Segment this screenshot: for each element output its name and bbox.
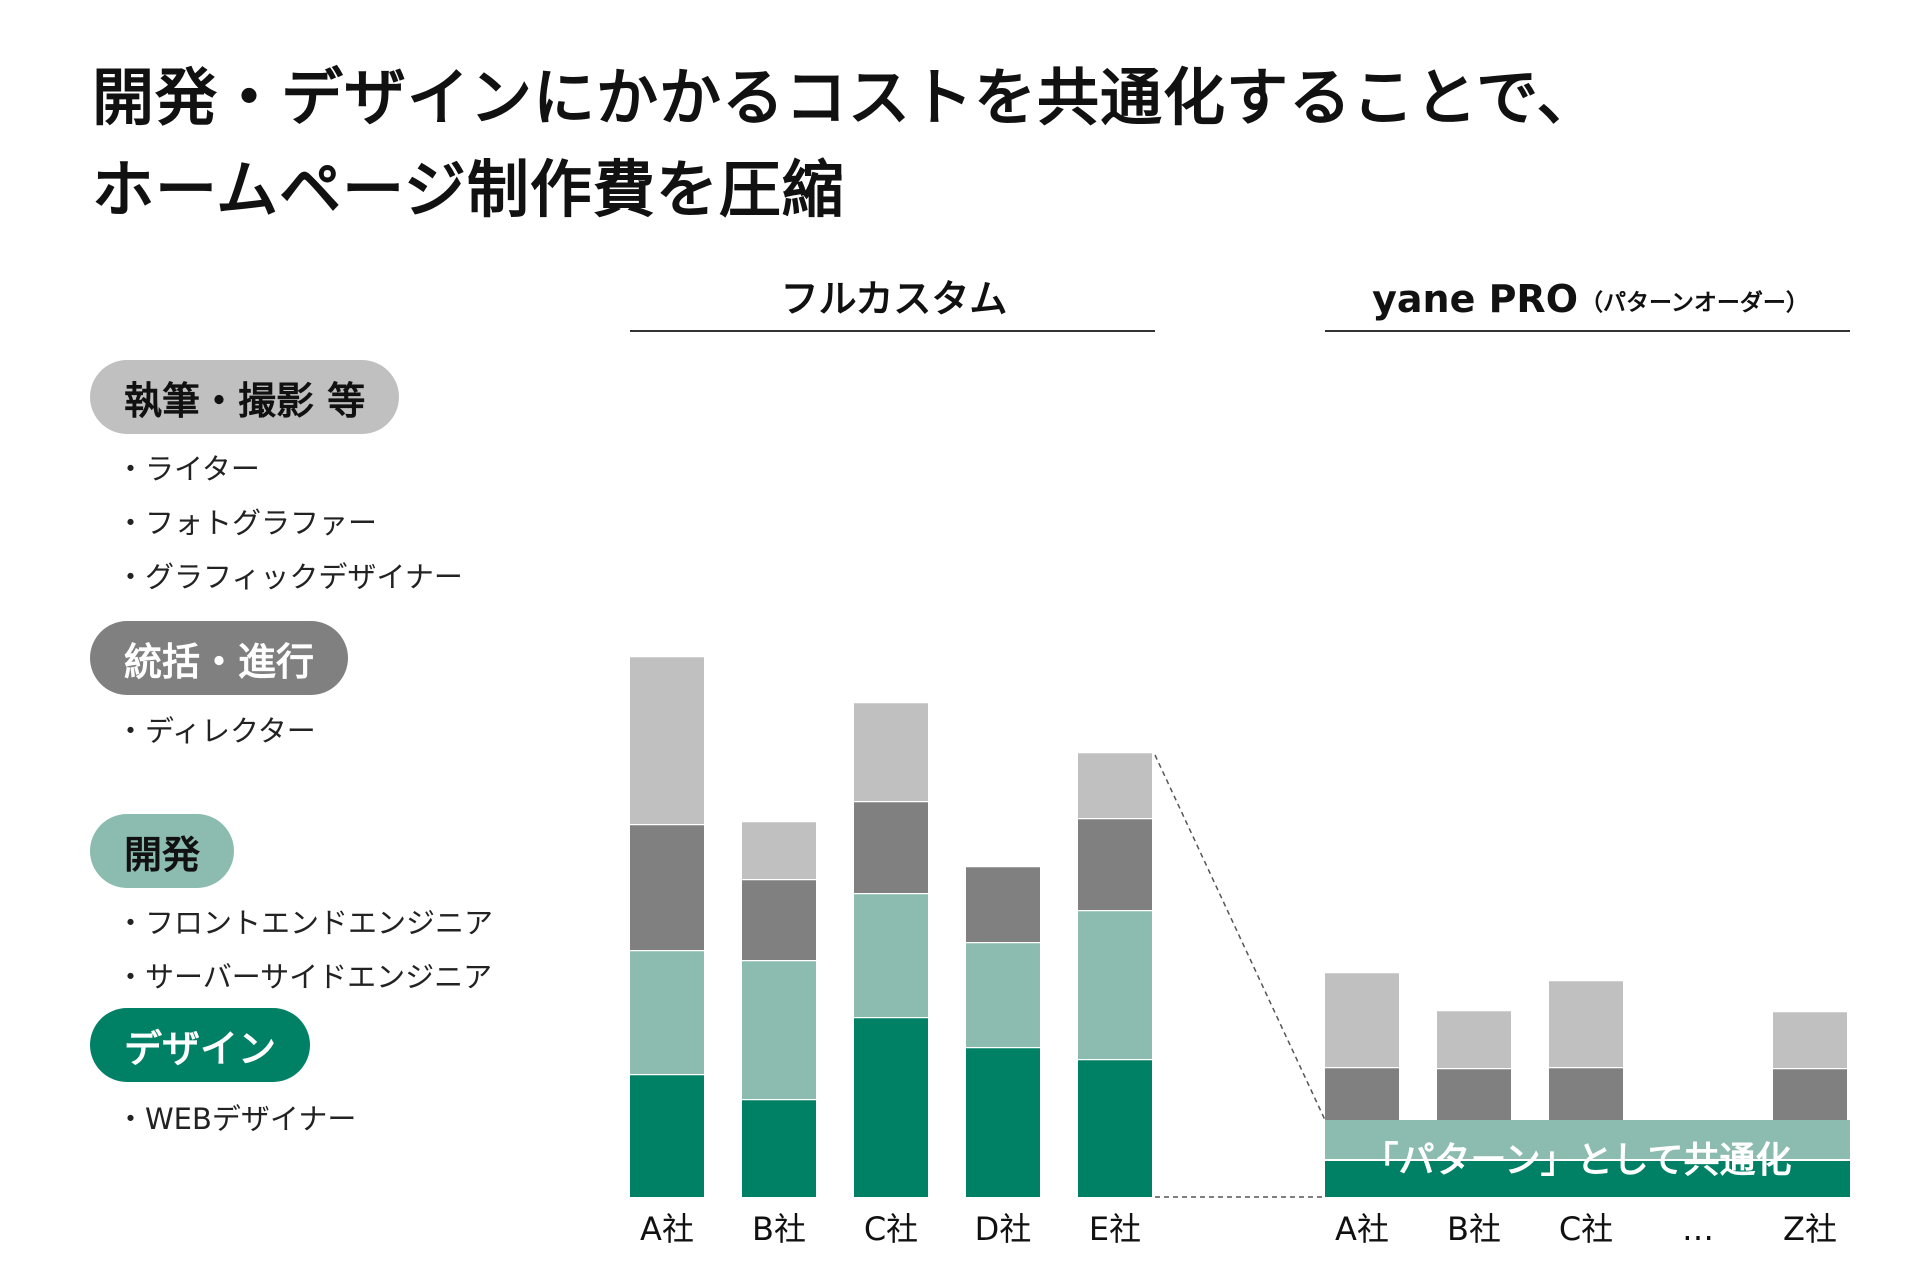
bar-full-e-writing	[1078, 752, 1152, 818]
x-label-full-b: B社	[752, 1210, 806, 1248]
legend-item-director: ・ディレクター	[116, 714, 316, 748]
legend-badge-writing: 執筆・撮影 等	[90, 360, 400, 434]
title-line-1: 開発・デザインにかかるコストを共通化することで、	[92, 61, 1600, 134]
x-label-pro-ellipsis: …	[1682, 1210, 1714, 1248]
legend-item-graphic-designer: ・グラフィックデザイナー	[116, 560, 463, 594]
x-label-full-e: E社	[1089, 1210, 1141, 1248]
legend-badge-design: デザイン	[90, 1008, 311, 1082]
bar-full-c-direction	[854, 801, 928, 893]
bar-full-d-direction	[966, 866, 1040, 942]
bar-full-c-design	[854, 1017, 928, 1197]
shared-pattern-label: 「パターン」として共通化	[1362, 1140, 1791, 1181]
x-label-pro-z: Z社	[1783, 1210, 1837, 1248]
legend-item-web-designer: ・WEBデザイナー	[116, 1102, 357, 1136]
legend-badge-development: 開発	[90, 814, 235, 888]
bar-full-c-development	[854, 893, 928, 1017]
bar-pro-c-writing	[1549, 980, 1623, 1067]
bar-full-b-development	[742, 960, 816, 1099]
bar-full-d-design	[966, 1047, 1040, 1197]
shared-design-band	[1325, 1160, 1850, 1197]
x-label-pro-b: B社	[1447, 1210, 1501, 1248]
chart-title-suffix: （パターンオーダー）	[1580, 289, 1809, 316]
bar-full-a-development	[630, 950, 704, 1074]
legend-item-writer: ・ライター	[116, 452, 260, 486]
shared-development-band	[1325, 1120, 1850, 1160]
bar-pro-c-direction	[1549, 1067, 1623, 1120]
full-custom-bars: A社 B社 C社 D社 E社	[630, 654, 1152, 1248]
bar-pro-z-direction	[1773, 1068, 1847, 1120]
bar-pro-z-writing	[1773, 1011, 1847, 1068]
chart-title-yane-pro: yane PRO	[1372, 277, 1578, 321]
x-label-pro-c: C社	[1559, 1210, 1613, 1248]
bar-full-e-development	[1078, 910, 1152, 1059]
bar-full-b-design	[742, 1099, 816, 1197]
bar-full-c-writing	[854, 702, 928, 801]
bar-full-d-development	[966, 942, 1040, 1047]
bar-pro-b-writing	[1437, 1010, 1511, 1068]
x-label-pro-a: A社	[1335, 1210, 1389, 1248]
bar-pro-a-writing	[1325, 972, 1399, 1067]
bar-full-a-design	[630, 1074, 704, 1197]
chart-title-full-custom: フルカスタム	[781, 277, 1008, 321]
legend-item-serverside-engineer: ・サーバーサイドエンジニア	[116, 960, 493, 994]
legend-badge-direction: 統括・進行	[90, 621, 349, 695]
yane-pro-bars: A社 B社 C社 … Z社	[1325, 970, 1847, 1248]
bar-full-b-writing	[742, 821, 816, 879]
legend-item-frontend-engineer: ・フロントエンドエンジニア	[116, 906, 494, 940]
x-label-full-a: A社	[640, 1210, 694, 1248]
bar-full-e-direction	[1078, 818, 1152, 910]
title-line-2: ホームページ制作費を圧縮	[92, 153, 845, 226]
bar-full-b-direction	[742, 879, 816, 960]
connector-line-top	[1154, 754, 1326, 1121]
x-label-full-c: C社	[864, 1210, 918, 1248]
x-label-full-d: D社	[975, 1210, 1032, 1248]
page-title: 開発・デザインにかかるコストを共通化することで、 ホームページ制作費を圧縮	[92, 52, 1600, 236]
bar-pro-b-direction	[1437, 1068, 1511, 1120]
legend-item-photographer: ・フォトグラファー	[116, 506, 378, 540]
bar-full-a-direction	[630, 824, 704, 950]
bar-pro-a-direction	[1325, 1067, 1399, 1120]
bar-full-a-writing	[630, 656, 704, 824]
bar-full-e-design	[1078, 1059, 1152, 1197]
